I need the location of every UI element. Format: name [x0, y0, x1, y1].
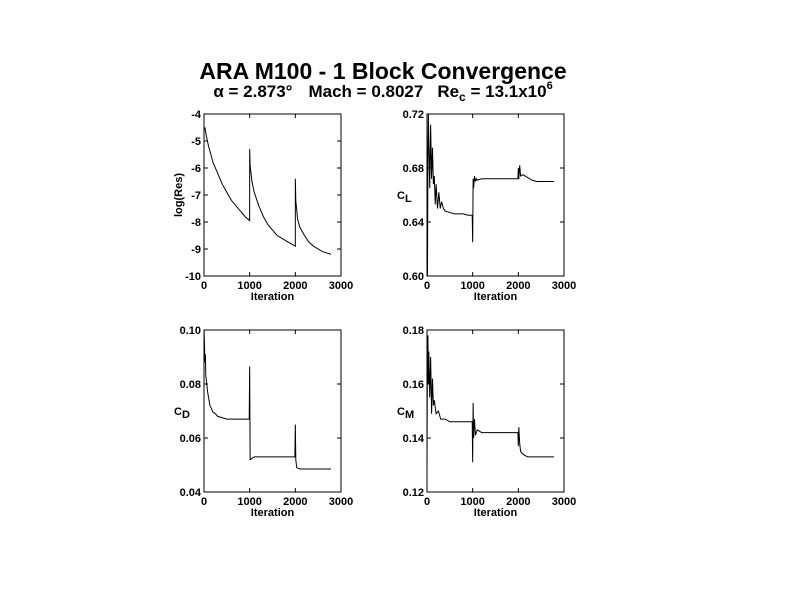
y-tick-label: -8 — [191, 217, 201, 229]
y-tick-label: 0.60 — [403, 271, 424, 283]
x-tick-label: 1000 — [460, 496, 484, 508]
alpha-symbol: α — [213, 82, 224, 101]
y-tick-label: 0.16 — [403, 379, 424, 391]
lift-coefficient-panel: 0 1000 2000 3000 0.60 0.64 0.68 0.72 Iteration C L — [397, 109, 576, 303]
y-tick-label: 0.72 — [403, 109, 424, 121]
y-tick-label: -10 — [185, 271, 201, 283]
reynolds-value: = 13.1x10 — [466, 82, 547, 101]
x-tick-label: 3000 — [552, 280, 576, 292]
x-tick-label: 2000 — [506, 280, 530, 292]
drag-coefficient-panel: 0 1000 2000 3000 0.04 0.06 0.08 0.10 Iteration C D — [174, 325, 353, 519]
figure-title: ARA M100 - 1 Block Convergence — [199, 58, 566, 84]
y-axis-label-subscript: M — [405, 409, 414, 421]
y-tick-label: 0.18 — [403, 325, 424, 337]
convergence-series-line — [203, 127, 332, 255]
x-tick-label: 3000 — [329, 280, 353, 292]
x-tick-label: 3000 — [552, 496, 576, 508]
y-axis-label-subscript: D — [182, 409, 190, 421]
residual-panel: 0 1000 2000 3000 -10 -9 -8 -7 -6 -5 -4 Iteration log… — [173, 109, 353, 303]
x-tick-label: 0 — [424, 280, 430, 292]
y-tick-label: -5 — [191, 136, 201, 148]
y-axis-label-subscript: L — [405, 193, 412, 205]
y-tick-label: -6 — [191, 163, 201, 175]
x-tick-label: 0 — [201, 496, 207, 508]
x-tick-label: 1000 — [237, 280, 261, 292]
convergence-series-line — [426, 335, 554, 466]
y-axis-label: C — [174, 406, 182, 418]
reynolds-exponent: 6 — [547, 80, 553, 92]
x-axis-label: Iteration — [474, 507, 518, 519]
y-tick-label: -9 — [191, 244, 201, 256]
plot-frame — [426, 113, 565, 277]
x-tick-label: 0 — [201, 280, 207, 292]
moment-coefficient-panel: 0 1000 2000 3000 0.12 0.14 0.16 0.18 Iteration C M — [397, 325, 576, 519]
y-tick-label: 0.04 — [180, 487, 202, 499]
y-tick-label: -4 — [191, 109, 202, 121]
y-axis-label: C — [397, 190, 405, 202]
mach-value: Mach = 0.8027 — [308, 82, 423, 101]
x-axis-label: Iteration — [251, 291, 295, 303]
x-tick-label: 1000 — [460, 280, 484, 292]
y-tick-label: 0.64 — [403, 217, 425, 229]
y-tick-label: 0.06 — [180, 433, 201, 445]
x-tick-label: 1000 — [237, 496, 261, 508]
x-tick-label: 2000 — [283, 280, 307, 292]
y-tick-label: 0.68 — [403, 163, 424, 175]
convergence-series-line — [203, 329, 331, 470]
y-tick-label: 0.10 — [180, 325, 201, 337]
x-tick-label: 2000 — [506, 496, 530, 508]
y-tick-label: 0.12 — [403, 487, 424, 499]
x-axis-label: Iteration — [251, 507, 295, 519]
plot-frame — [426, 329, 565, 493]
y-tick-label: 0.14 — [403, 433, 425, 445]
x-axis-label: Iteration — [474, 291, 518, 303]
convergence-series-line — [426, 113, 554, 277]
x-tick-label: 3000 — [329, 496, 353, 508]
y-axis-label: C — [397, 406, 405, 418]
y-axis-label: log(Res) — [173, 173, 185, 217]
plot-frame — [203, 113, 342, 277]
reynolds-label: Re — [437, 82, 459, 101]
alpha-value: = 2.873° — [224, 82, 293, 101]
figure-subtitle: α = 2.873° Mach = 0.8027 Rec = 13.1x106 — [213, 80, 552, 104]
x-tick-label: 0 — [424, 496, 430, 508]
reynolds-subscript: c — [459, 90, 466, 104]
plot-frame — [203, 329, 342, 493]
x-tick-label: 2000 — [283, 496, 307, 508]
y-tick-label: 0.08 — [180, 379, 201, 391]
y-tick-label: -7 — [191, 190, 201, 202]
